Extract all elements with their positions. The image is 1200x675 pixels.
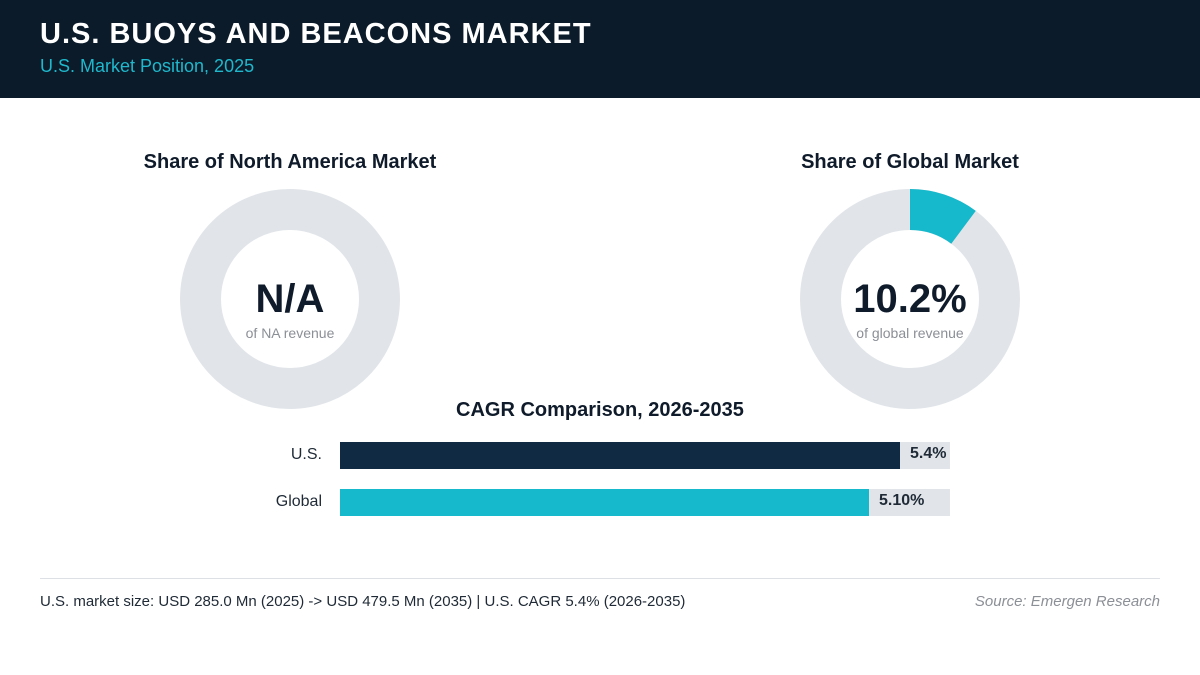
- global-donut-share-slice: [910, 189, 976, 244]
- bar-track-us: 5.4%: [340, 442, 950, 469]
- header-banner: U.S. BUOYS AND BEACONS MARKET U.S. Marke…: [0, 0, 1200, 98]
- global-donut-value: 10.2%: [853, 277, 967, 321]
- cagr-chart-title: CAGR Comparison, 2026-2035: [456, 399, 744, 421]
- bar-global: [340, 489, 869, 516]
- footer-market-size-note: U.S. market size: USD 285.0 Mn (2025) ->…: [40, 593, 686, 610]
- page-subtitle: U.S. Market Position, 2025: [40, 56, 255, 76]
- global-donut-chart: [800, 189, 1020, 409]
- na-donut-chart: [180, 189, 400, 409]
- footer-source: Source: Emergen Research: [974, 593, 1160, 610]
- na-donut-caption: of NA revenue: [245, 325, 335, 341]
- global-donut-title: Share of Global Market: [801, 151, 1019, 173]
- na-donut-value: N/A: [255, 277, 325, 321]
- na-donut-track: [180, 189, 400, 409]
- na-donut-title: Share of North America Market: [143, 151, 437, 173]
- bar-us: [340, 442, 900, 469]
- global-donut-caption: of global revenue: [856, 325, 964, 341]
- bar-label-us: U.S.: [290, 446, 322, 463]
- bar-value-us: 5.4%: [910, 445, 947, 462]
- footer-divider: [40, 578, 1160, 579]
- bar-value-global: 5.10%: [879, 492, 925, 509]
- page-title: U.S. BUOYS AND BEACONS MARKET: [40, 18, 592, 50]
- bar-label-global: Global: [275, 493, 322, 510]
- bar-track-global: 5.10%: [340, 489, 950, 516]
